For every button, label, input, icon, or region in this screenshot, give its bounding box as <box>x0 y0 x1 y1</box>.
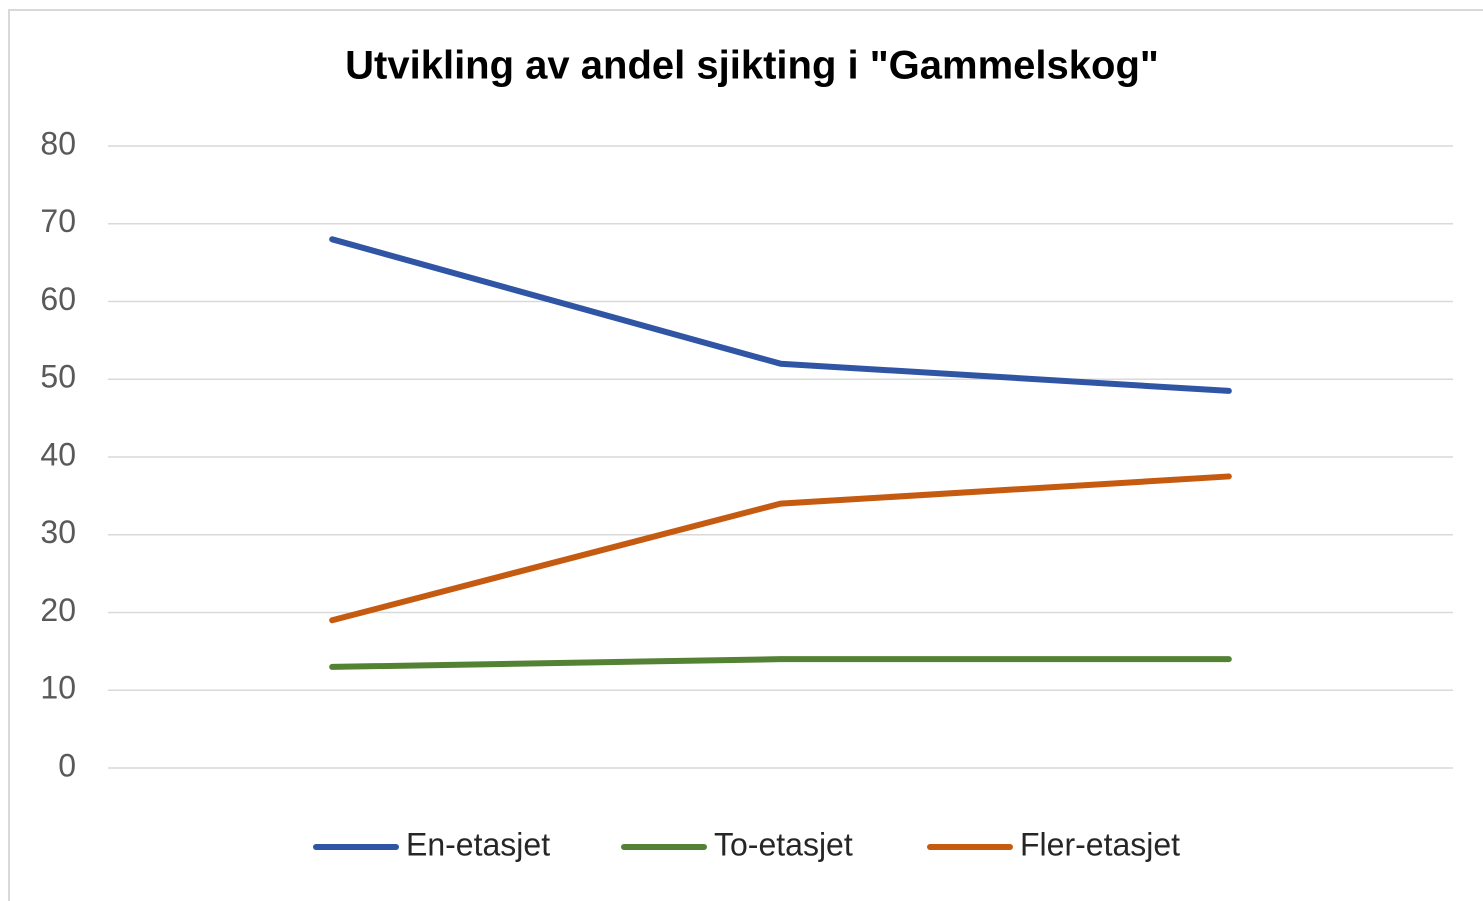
y-tick-label: 30 <box>40 514 76 550</box>
chart-title: Utvikling av andel sjikting i "Gammelsko… <box>345 44 1159 88</box>
chart-frame <box>8 9 1483 901</box>
y-tick-label: 40 <box>40 436 76 472</box>
y-tick-label: 10 <box>40 670 76 706</box>
y-tick-label: 0 <box>58 747 76 783</box>
series-line <box>329 473 1232 624</box>
series-line <box>329 656 1232 670</box>
y-tick-label: 70 <box>40 203 76 239</box>
y-tick-label: 80 <box>40 125 76 161</box>
legend-label: To-etasjet <box>714 826 853 862</box>
legend-label: En-etasjet <box>406 826 550 862</box>
legend-label: Fler-etasjet <box>1020 826 1180 862</box>
series-line <box>329 236 1232 394</box>
y-tick-label: 50 <box>40 359 76 395</box>
y-tick-label: 60 <box>40 281 76 317</box>
y-tick-label: 20 <box>40 592 76 628</box>
